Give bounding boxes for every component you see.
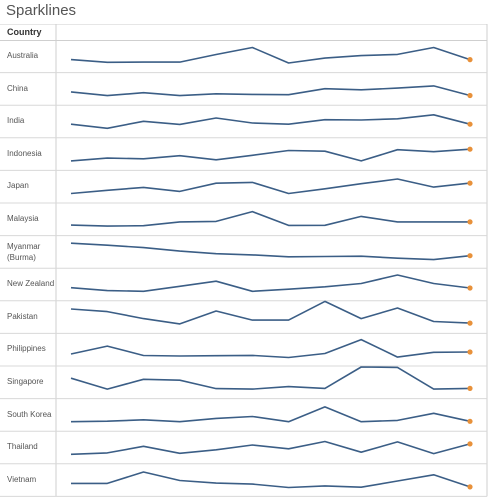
sparkline-endpoint[interactable] bbox=[467, 121, 473, 127]
sparkline-endpoint[interactable] bbox=[467, 441, 473, 447]
sparkline-endpoint[interactable] bbox=[467, 92, 473, 99]
country-label: South Korea bbox=[7, 409, 52, 419]
country-label: Australia bbox=[7, 51, 39, 60]
country-label: Indonesia bbox=[7, 148, 42, 158]
country-label: Thailand bbox=[7, 442, 38, 452]
sparkline-series bbox=[70, 178, 471, 195]
sparkline-series bbox=[70, 300, 471, 325]
sparkline-endpoint[interactable] bbox=[467, 285, 473, 291]
sparkline-endpoint[interactable] bbox=[467, 180, 473, 186]
sparkline-series bbox=[70, 338, 471, 359]
sparkline-series bbox=[70, 210, 470, 227]
country-label: India bbox=[7, 116, 25, 126]
table-header-row: Country bbox=[0, 24, 487, 41]
country-label: Vietnam bbox=[7, 474, 37, 484]
sparkline-endpoint[interactable] bbox=[467, 484, 473, 490]
country-label: Japan bbox=[7, 181, 29, 191]
sparkline-series bbox=[70, 406, 471, 423]
sparkline-series bbox=[70, 366, 471, 390]
sparkline-series bbox=[71, 471, 471, 489]
sparkline-endpoint[interactable] bbox=[467, 57, 473, 63]
sparkline-endpoint[interactable] bbox=[467, 219, 473, 225]
country-label: Singapore bbox=[7, 377, 44, 386]
country-label: Myanmar (Burma) bbox=[7, 241, 41, 262]
sparkline-series bbox=[70, 85, 471, 97]
country-label: Malaysia bbox=[7, 214, 39, 223]
country-label: New Zealand bbox=[7, 279, 55, 289]
sparkline-series bbox=[70, 440, 471, 456]
sparkline-series bbox=[70, 148, 471, 162]
sparkline-endpoint[interactable] bbox=[467, 349, 473, 355]
sparkline-endpoint[interactable] bbox=[467, 385, 473, 391]
country-label: China bbox=[7, 83, 28, 93]
page-title: Sparklines bbox=[6, 2, 77, 19]
country-label: Pakistan bbox=[7, 311, 38, 321]
sparkline-series bbox=[70, 46, 471, 64]
sparkline-endpoint[interactable] bbox=[467, 418, 473, 424]
sparkline-series bbox=[70, 114, 471, 130]
sparkline-endpoint[interactable] bbox=[467, 253, 473, 259]
sparkline-series bbox=[70, 274, 471, 293]
sparkline-endpoint[interactable] bbox=[467, 146, 473, 152]
column-header-country: Country bbox=[7, 27, 42, 37]
sparkline-endpoint[interactable] bbox=[467, 320, 473, 326]
sparkline-series bbox=[70, 242, 471, 261]
country-label: Philippines bbox=[7, 344, 46, 354]
